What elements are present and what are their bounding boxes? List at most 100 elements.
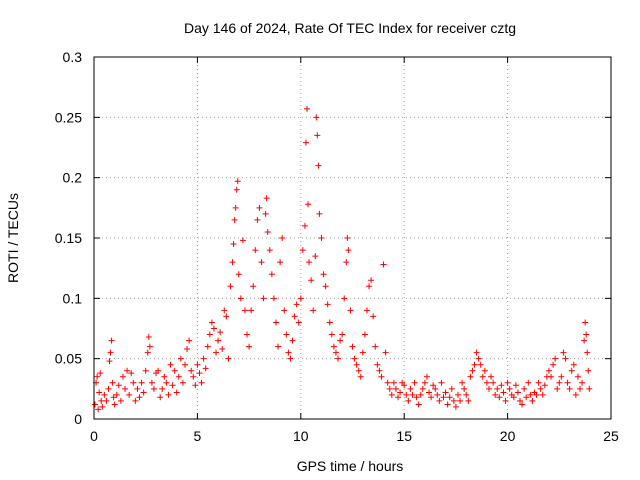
data-point — [136, 394, 143, 401]
data-point — [405, 397, 412, 404]
data-point — [165, 391, 172, 398]
data-point — [394, 394, 401, 401]
y-axis-ticks: 0 0.05 0.1 0.15 0.2 0.25 0.3 — [55, 49, 611, 427]
data-point — [219, 346, 226, 353]
data-point — [459, 379, 466, 386]
data-point — [181, 361, 188, 368]
data-point — [436, 397, 443, 404]
data-point — [254, 216, 261, 223]
data-point — [504, 379, 511, 386]
data-point — [386, 385, 393, 392]
data-point — [305, 201, 312, 208]
data-point — [210, 325, 217, 332]
data-point — [293, 301, 300, 308]
data-point — [423, 373, 430, 380]
data-point — [554, 385, 561, 392]
data-point — [560, 349, 567, 356]
data-point — [175, 373, 182, 380]
data-point — [512, 382, 519, 389]
data-point — [448, 385, 455, 392]
data-point — [579, 379, 586, 386]
data-point — [262, 210, 269, 217]
data-point — [332, 349, 339, 356]
data-point — [215, 337, 222, 344]
data-point — [279, 235, 286, 241]
data-point — [432, 385, 439, 392]
data-point — [351, 355, 358, 362]
data-point — [264, 228, 271, 235]
data-point — [421, 379, 428, 386]
data-point — [409, 391, 416, 398]
x-tick-label: 25 — [603, 428, 619, 444]
data-point — [521, 385, 528, 392]
data-point — [550, 361, 557, 368]
x-tick-label: 10 — [293, 428, 309, 444]
data-point — [167, 361, 174, 368]
data-point — [452, 403, 459, 410]
data-point — [171, 367, 178, 374]
data-point — [277, 259, 284, 266]
data-point — [564, 379, 571, 386]
data-point — [106, 358, 113, 365]
y-axis-label: ROTI / TECUs — [5, 193, 21, 283]
data-point — [92, 401, 99, 408]
data-point — [316, 210, 323, 217]
data-point — [96, 389, 103, 396]
data-point — [109, 379, 116, 386]
data-point — [308, 277, 315, 284]
data-point — [124, 367, 131, 374]
data-point — [586, 385, 593, 392]
data-point — [142, 367, 149, 374]
data-point — [313, 114, 320, 121]
data-point — [430, 382, 437, 389]
data-point — [235, 271, 242, 278]
data-point — [376, 367, 383, 374]
data-point — [155, 367, 162, 374]
y-tick-label: 0.25 — [55, 109, 82, 125]
data-point — [145, 333, 152, 340]
data-point — [234, 178, 241, 185]
data-point — [190, 373, 197, 380]
y-tick-label: 0 — [74, 411, 82, 427]
data-point — [94, 373, 101, 380]
data-point — [519, 401, 526, 408]
data-point — [310, 307, 317, 314]
data-point — [99, 403, 106, 410]
data-point — [108, 337, 115, 344]
data-point — [442, 389, 449, 396]
data-point — [275, 343, 282, 350]
data-point — [517, 397, 524, 404]
data-point — [113, 391, 120, 398]
data-point — [128, 370, 135, 377]
data-point — [529, 397, 536, 404]
data-point — [552, 355, 559, 362]
data-point — [256, 204, 263, 211]
data-point — [148, 379, 155, 386]
data-point — [285, 349, 292, 356]
data-point — [572, 391, 579, 398]
data-point — [574, 373, 581, 380]
data-point — [417, 391, 424, 398]
data-point — [450, 397, 457, 404]
data-point — [382, 349, 389, 356]
data-point — [570, 361, 577, 368]
data-point — [403, 391, 410, 398]
data-point — [370, 313, 377, 320]
x-tick-label: 15 — [396, 428, 412, 444]
data-point — [469, 367, 476, 374]
data-point — [159, 385, 166, 392]
data-point — [206, 331, 213, 338]
data-point — [500, 389, 507, 396]
y-tick-label: 0.1 — [63, 290, 83, 306]
data-point — [258, 259, 265, 266]
data-points — [92, 105, 593, 413]
data-point — [138, 379, 145, 386]
data-point — [428, 394, 435, 401]
data-point — [295, 319, 302, 326]
data-point — [289, 337, 296, 344]
data-point — [457, 397, 464, 404]
data-point — [320, 271, 327, 278]
data-point — [263, 195, 270, 202]
data-point — [576, 385, 583, 392]
